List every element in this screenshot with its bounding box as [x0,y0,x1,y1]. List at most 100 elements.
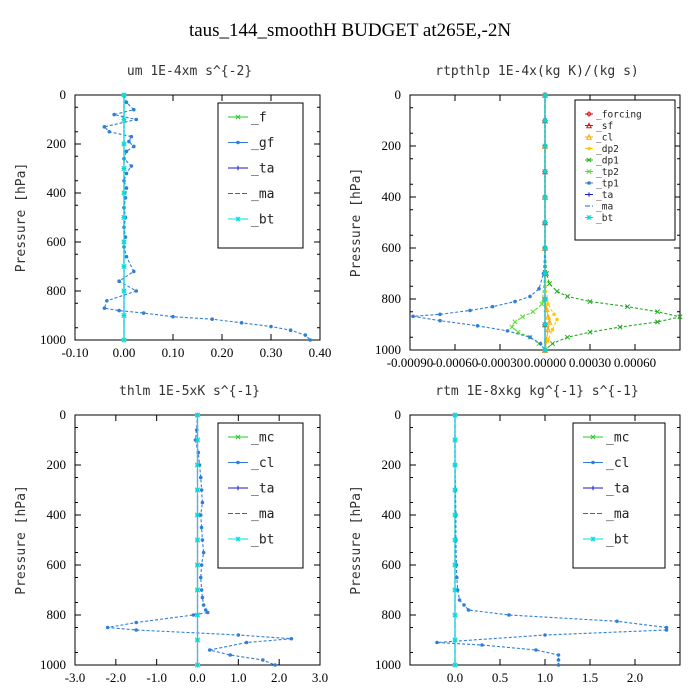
x-tick-label: 1.0 [537,670,553,685]
data-point [528,335,532,340]
data-point [129,134,134,139]
legend-label: _mc [606,431,629,446]
legend-label: _dp2 [596,144,619,155]
legend-marker [586,168,592,175]
legend-marker [590,485,596,491]
data-point [455,575,459,580]
panel-1: um 1E-4xm s^{-2} Pressure [hPa] 0 200 400 600… [14,64,331,360]
series_tp2 [509,92,548,353]
data-point [121,165,127,172]
legend-marker [587,181,591,185]
data-point [201,603,206,607]
legend-box [574,99,676,241]
x-tick-label: -0.00060 [432,355,479,370]
data-point [191,613,196,617]
page-title: taus_144_smoothH BUDGET at265E,-2N [188,20,512,41]
data-point [452,637,458,643]
x-tick-label: -1.0 [146,670,167,685]
x-tick-label: 0.10 [162,345,185,360]
legend-marker [235,114,241,120]
data-point [121,141,127,147]
data-point [539,301,545,307]
x-tick-label: 0.5 [492,670,508,685]
data-point [542,347,548,353]
data-point [261,658,265,662]
data-point [552,312,556,317]
data-point [677,314,683,320]
data-point [452,512,458,518]
legend-box [217,422,304,569]
x-tick-label: 2.0 [271,670,287,685]
data-point [546,281,553,287]
data-point [452,437,458,443]
data-point [546,302,550,306]
data-point [194,487,201,493]
data-point [664,625,669,630]
data-point [124,254,129,259]
data-point [542,219,548,226]
data-point [117,279,121,284]
data-point [236,633,241,637]
x-tick-label: 0.0 [447,670,463,685]
panel-3: thlm 1E-5xK s^{-1} Pressure [hPa] 0 200 400 6… [14,384,328,685]
legend-marker [235,434,241,440]
data-point [505,329,510,333]
x-tick-label: 0.00 [113,345,136,360]
data-point [654,319,661,325]
data-point [534,648,538,652]
data-point [452,537,458,543]
data-point [194,587,201,593]
data-point [121,214,127,221]
data-point [544,313,552,320]
data-point [542,168,548,175]
y-tick-label: 800 [47,607,67,622]
legend-label: _gf [251,136,274,151]
data-point [123,235,128,239]
data-point [308,338,313,342]
data-point [171,314,175,319]
data-point [555,317,559,322]
legend-label: _sf [596,121,613,132]
legend-marker [590,536,596,542]
legend: _forcing_sf_cl_dp2_dp1_tp2_tp1_ta_ma_bt [574,99,676,241]
data-point [121,263,127,270]
data-point [543,633,547,637]
series-line [107,414,292,666]
data-point [198,575,203,580]
data-point [455,588,460,592]
data-point [587,298,593,305]
legend-marker [585,133,593,140]
data-point [462,603,466,607]
data-point [537,287,541,291]
x-tick-label: 0.00000 [524,355,566,370]
data-point [546,338,550,342]
data-point [452,412,458,418]
data-point [194,637,201,643]
data-point [564,293,571,300]
data-point [134,117,139,122]
data-point [205,610,210,615]
data-point [124,149,129,154]
data-point [198,475,203,480]
data-point [105,625,110,630]
data-point [127,139,131,144]
data-point [194,537,201,543]
data-point [438,312,442,317]
y-tick-label: 800 [382,607,402,622]
panel-title: thlm 1E-5xK s^{-1} [119,384,260,399]
data-point [199,525,204,530]
y-tick-label: 800 [47,283,67,298]
data-point [121,337,127,343]
data-point [194,562,201,568]
data-point [530,309,536,315]
series-line [511,95,546,351]
data-point [411,314,415,319]
legend: _mc _cl _ta _ma _bt [217,422,304,569]
panel-title: um 1E-4xm s^{-2} [127,64,252,79]
data-point [199,488,204,492]
data-point [519,314,526,320]
y-tick-label: 200 [47,136,67,151]
data-point [512,319,518,325]
data-point [452,487,458,493]
legend-label: _ma [596,201,613,212]
